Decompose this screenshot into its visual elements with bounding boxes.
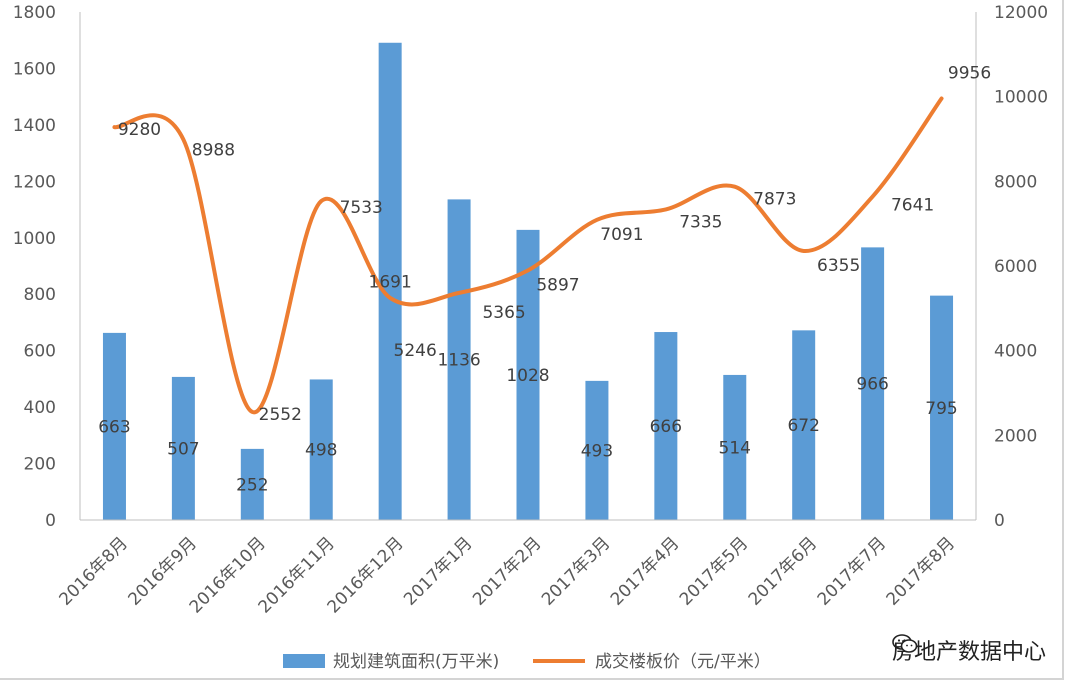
left-tick-label: 400 [24, 398, 56, 418]
bar [171, 376, 195, 520]
bar [102, 332, 126, 520]
line-data-label: 7091 [600, 225, 643, 245]
x-tick-label: 2017年8月 [883, 533, 959, 609]
legend: 规划建筑面积(万平米) 成交楼板价（元/平米） [283, 652, 771, 672]
bar-data-label: 1028 [506, 366, 549, 386]
bar [447, 199, 471, 520]
left-tick-label: 0 [45, 511, 56, 531]
line-data-label: 7533 [340, 198, 383, 218]
line-path [112, 96, 944, 414]
bar [654, 332, 678, 520]
right-tick-label: 6000 [994, 257, 1037, 277]
right-tick-label: 2000 [994, 426, 1037, 446]
bar-data-label: 252 [236, 475, 268, 495]
legend-bar-swatch [283, 654, 325, 668]
wechat-icon [892, 634, 918, 653]
bar [723, 374, 747, 520]
line-data-label: 6355 [817, 256, 860, 276]
x-tick-label: 2017年3月 [538, 533, 614, 609]
left-tick-label: 1400 [13, 116, 56, 136]
right-axis: 0 2000 4000 6000 8000 10000 12000 [975, 3, 1048, 531]
line-data-label: 5365 [482, 303, 525, 323]
line-data-label: 2552 [259, 405, 302, 425]
left-tick-label: 200 [24, 455, 56, 475]
left-tick-label: 800 [24, 285, 56, 305]
line-data-label: 9280 [118, 120, 161, 140]
bar-data-label: 514 [719, 438, 751, 458]
legend-line-label: 成交楼板价（元/平米） [595, 652, 771, 672]
line-data-label: 7873 [753, 190, 796, 210]
line-data-label: 8988 [192, 141, 235, 161]
bar-data-label: 507 [167, 439, 199, 459]
bar-data-label: 966 [856, 375, 888, 395]
x-tick-label: 2017年6月 [745, 533, 821, 609]
legend-bar-label: 规划建筑面积(万平米) [333, 652, 499, 672]
bar-data-label: 795 [925, 399, 957, 419]
bar-data-label: 1136 [437, 351, 480, 371]
bar [792, 330, 816, 520]
bar-series [102, 42, 954, 521]
bar [861, 247, 885, 520]
line-data-label: 7335 [679, 212, 722, 232]
right-tick-label: 8000 [994, 172, 1037, 192]
bar-data-label: 493 [581, 441, 613, 461]
watermark: 房地产数据中心 [892, 634, 1046, 666]
bar-data-label: 672 [787, 416, 819, 436]
x-tick-label: 2016年8月 [56, 533, 132, 609]
bar-data-label: 663 [98, 417, 130, 437]
line-series [112, 96, 944, 414]
x-tick-label: 2017年1月 [400, 533, 476, 609]
line-data-label: 5246 [394, 341, 437, 361]
x-axis: 2016年8月2016年9月2016年10月2016年11月2016年12月20… [56, 519, 976, 617]
line-data-label: 7641 [891, 196, 934, 216]
bar [240, 448, 264, 520]
line-data-label: 9956 [948, 64, 991, 84]
bar-data-label: 1691 [369, 272, 412, 292]
watermark-text: 房地产数据中心 [891, 640, 1046, 665]
right-tick-label: 12000 [994, 3, 1048, 23]
right-tick-label: 10000 [994, 88, 1048, 108]
x-tick-label: 2017年2月 [469, 533, 545, 609]
left-tick-label: 1800 [13, 3, 56, 23]
line-data-label: 5897 [536, 275, 579, 295]
left-tick-label: 1600 [13, 59, 56, 79]
bar [585, 380, 609, 520]
x-tick-label: 2017年5月 [676, 533, 752, 609]
bar-data-labels: 663 507 252 498 1691 1136 1028 493 666 514 672 966 7… [98, 272, 958, 495]
x-tick-label: 2017年7月 [814, 533, 890, 609]
line-data-labels: 9280 8988 2552 7533 5246 5365 5897 7091 7335 7873… [118, 64, 991, 425]
right-tick-label: 4000 [994, 342, 1037, 362]
bar [378, 42, 402, 521]
left-tick-label: 1000 [13, 229, 56, 249]
bar [309, 379, 333, 520]
bar [930, 295, 954, 520]
left-tick-label: 600 [24, 342, 56, 362]
left-axis: 0 200 400 600 800 1000 1200 1400 1600 1800 [13, 3, 81, 531]
x-tick-label: 2017年4月 [607, 533, 683, 609]
right-tick-label: 0 [994, 511, 1005, 531]
bar [516, 229, 540, 520]
bar-data-label: 498 [305, 441, 337, 461]
left-tick-label: 1200 [13, 172, 56, 192]
bar-data-label: 666 [650, 417, 682, 437]
